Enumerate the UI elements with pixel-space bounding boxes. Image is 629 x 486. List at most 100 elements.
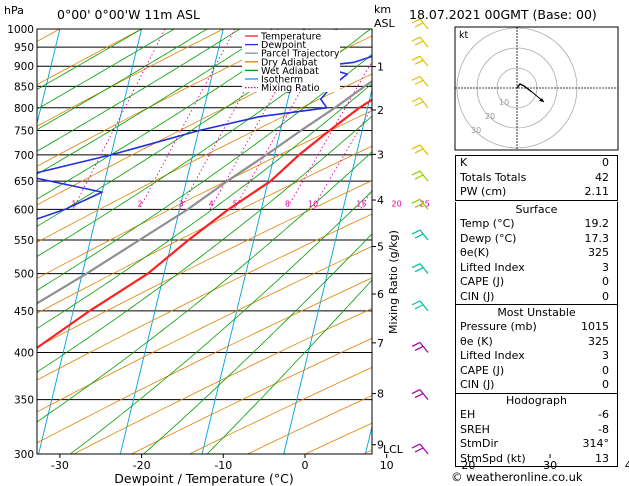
- surface-value: 3: [602, 260, 609, 274]
- wind-barb: [411, 36, 429, 48]
- pressure-tick-label: 500: [14, 269, 34, 281]
- pressure-tick-label: 350: [14, 395, 34, 407]
- wind-barb: [411, 229, 429, 241]
- plot-border: [36, 28, 373, 455]
- mixing-ratio-line: [233, 29, 336, 210]
- wind-barb-flag: [411, 443, 421, 449]
- pressure-tick-label: 850: [14, 81, 34, 93]
- wind-barb-flag: [411, 144, 421, 150]
- dry-adiabat: [37, 29, 224, 127]
- pressure-tick-label: 1000: [7, 24, 34, 36]
- mixing-ratio-label: 10: [308, 199, 318, 208]
- wind-barb-staff: [419, 55, 429, 67]
- pressure-tick-label: 800: [14, 103, 34, 115]
- mixing-ratio-axis-title: Mixing Ratio (g/kg): [387, 230, 400, 334]
- temperature-tick-label: -30: [51, 459, 69, 472]
- dry-adiabat: [37, 180, 372, 348]
- wind-barb: [411, 75, 429, 87]
- wet-adiabat: [37, 29, 208, 131]
- index-label: K: [460, 156, 468, 169]
- hodograph-stat-label: SREH: [460, 422, 490, 436]
- hodograph-box: [454, 26, 619, 151]
- most-unstable-value: 0: [602, 378, 609, 391]
- km-axis: 1 2 3 4 5 6 7 8 9: [372, 61, 384, 452]
- legend-label: Parcel Trajectory: [261, 49, 340, 60]
- most-unstable-label: CAPE (J): [460, 363, 505, 377]
- wind-barb-flag: [414, 447, 424, 453]
- wind-barb-flag: [411, 55, 421, 61]
- hodograph-ring-label: 30: [471, 126, 481, 135]
- km-tick-label: 5: [377, 241, 384, 254]
- index-value: 2.11: [584, 185, 610, 198]
- mixing-ratio-line: [311, 106, 372, 210]
- wind-barb-flag: [414, 40, 424, 46]
- temperature-tick-label: -20: [133, 459, 151, 472]
- dry-adiabat: [37, 245, 372, 413]
- legend-label: Dewpoint: [261, 40, 306, 51]
- wind-barb: [411, 300, 429, 312]
- hodograph-stat-value: 13: [595, 451, 609, 465]
- mixing-ratio-line: [286, 60, 372, 210]
- surface-title: Surface: [515, 203, 558, 216]
- wet-adiabat: [206, 279, 372, 454]
- wind-barb: [411, 389, 429, 400]
- wind-barb-flag: [414, 101, 424, 107]
- hodograph-stat-row: SREH -8: [456, 423, 617, 438]
- hodograph-stat-label: StmDir: [460, 437, 499, 450]
- wind-barb-flag: [414, 202, 424, 208]
- mixing-ratio-label: 8: [285, 199, 290, 208]
- indices-panel: K 0 Totals Totals 42 PW (cm) 2.11: [455, 155, 618, 201]
- legend-label: Dry Adiabat: [261, 57, 318, 68]
- surface-value: 19.2: [584, 217, 610, 230]
- mixing-ratio-line: [359, 189, 372, 210]
- km-tick-label: 6: [377, 288, 384, 301]
- pressure-tick-label: 750: [14, 126, 34, 138]
- most-unstable-row: θe (K) 325: [456, 335, 617, 350]
- wind-barb-flag: [411, 229, 421, 235]
- hodograph-stat-row: EH -6: [456, 408, 617, 423]
- temperature-tick-label: 10: [380, 459, 394, 472]
- km-tick-label: 2: [377, 104, 384, 117]
- wind-barb-staff: [419, 75, 429, 87]
- pressure-tick-label: 550: [14, 235, 34, 247]
- wind-barb: [411, 198, 429, 210]
- wet-adiabat: [37, 151, 372, 423]
- isotherm: [201, 29, 306, 454]
- wind-barb-flag: [414, 174, 424, 180]
- wet-adiabat: [37, 29, 175, 110]
- mixing-ratio-label: 25: [420, 199, 430, 208]
- temperature-tick-label: 30: [543, 459, 557, 472]
- hodograph-ring-label: 20: [485, 112, 495, 121]
- dry-adiabat: [37, 213, 372, 381]
- hodograph-title: Hodograph: [506, 394, 567, 407]
- temperature-tick-label: -10: [214, 459, 232, 472]
- km-tick-label: 7: [377, 337, 384, 350]
- surface-row: Dewp (°C) 17.3: [456, 232, 617, 247]
- wind-barb-flag: [414, 148, 424, 154]
- wind-barb-flag: [414, 22, 424, 28]
- surface-label: Temp (°C): [460, 217, 515, 230]
- legend-box: [242, 30, 340, 92]
- mixing-ratio-label: 15: [356, 199, 366, 208]
- index-row: Totals Totals 42: [456, 171, 617, 186]
- wind-barb-staff: [419, 170, 429, 182]
- wet-adiabat: [37, 29, 306, 200]
- hodograph-ring-label: 10: [499, 98, 509, 107]
- asl-label: ASL: [374, 17, 396, 30]
- pressure-tick-label: 950: [14, 42, 34, 54]
- wind-barb: [411, 341, 429, 353]
- wind-barb: [411, 55, 429, 67]
- pressure-tick-label: 600: [14, 204, 34, 216]
- temperature-axis: -30 -20 -10 0 10 20 30 40: [51, 454, 629, 472]
- wind-barb-staff: [419, 97, 429, 109]
- pressure-axis: 300 350 400 450 500 550 600 650 700 750 800 850 900 9…: [7, 24, 34, 461]
- wind-barb-staff: [419, 229, 429, 241]
- most-unstable-row: CAPE (J) 0: [456, 364, 617, 379]
- hodograph-stat-value: -6: [598, 408, 609, 421]
- temperature-line: [37, 98, 372, 350]
- hodograph-stat-value: 314°: [582, 437, 610, 450]
- surface-label: Lifted Index: [460, 260, 525, 274]
- wind-barb-flag: [414, 233, 424, 239]
- hpa-label: hPa: [4, 4, 24, 17]
